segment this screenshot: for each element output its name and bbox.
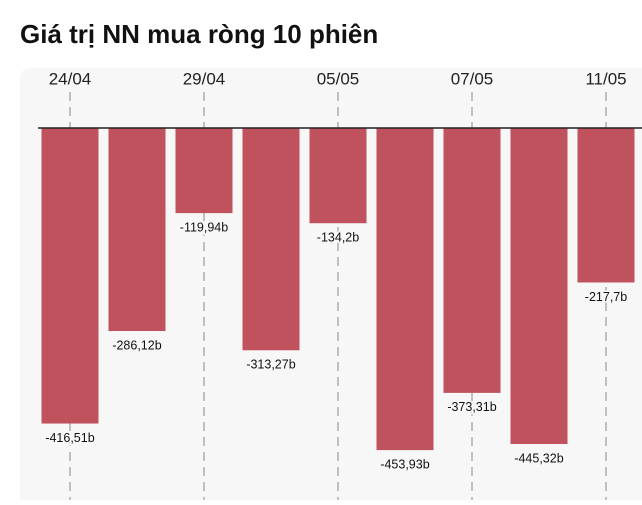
bar — [309, 128, 367, 224]
x-tick-label: 07/05 — [451, 69, 494, 88]
bar — [41, 128, 99, 424]
x-tick-label: 05/05 — [317, 69, 360, 88]
bar — [376, 128, 434, 451]
value-label: -286,12b — [112, 338, 161, 352]
bar — [510, 128, 568, 444]
x-tick-label: 11/05 — [585, 69, 626, 88]
bar — [175, 128, 233, 214]
value-label: -134,2b — [317, 231, 359, 245]
value-label: -445,32b — [514, 451, 563, 465]
bar — [577, 128, 635, 283]
value-label: -217,7b — [585, 290, 627, 304]
bar — [443, 128, 501, 393]
x-tick-label: 29/04 — [183, 69, 226, 88]
value-label: -373,31b — [447, 400, 496, 414]
value-label: -416,51b — [45, 431, 94, 445]
value-label: -453,93b — [380, 457, 429, 471]
chart-title: Giá trị NN mua ròng 10 phiên — [20, 19, 378, 49]
bar — [108, 128, 166, 332]
value-label: -119,94b — [180, 220, 228, 234]
value-label: -313,27b — [246, 358, 295, 372]
bar — [242, 128, 300, 351]
x-tick-label: 24/04 — [49, 69, 92, 88]
